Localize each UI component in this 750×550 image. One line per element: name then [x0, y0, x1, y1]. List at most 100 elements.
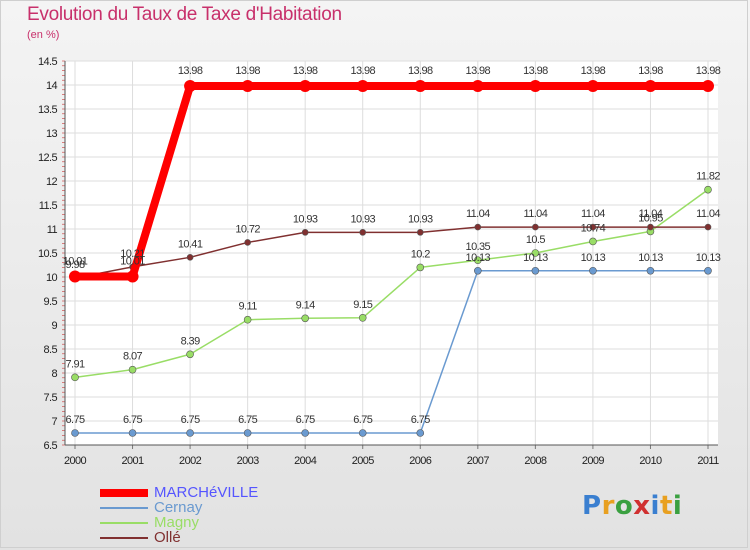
legend-item: MARCHéVILLE [100, 485, 258, 500]
series-line-3 [74, 226, 708, 279]
data-label: 10.13 [523, 252, 548, 264]
y-tick-label: 10 [46, 272, 58, 284]
data-point [644, 79, 657, 92]
data-point [186, 429, 194, 437]
x-tick-label: 2001 [122, 455, 145, 467]
y-tick-label: 7.5 [44, 392, 58, 404]
data-label: 8.39 [181, 335, 200, 347]
data-label: 13.98 [235, 65, 260, 77]
legend-item: Ollé [100, 530, 258, 545]
x-tick-label: 2009 [582, 455, 605, 467]
data-label: 11.04 [524, 208, 548, 220]
data-label: 13.98 [581, 65, 606, 77]
data-label: 13.98 [696, 65, 721, 77]
data-point [186, 254, 194, 261]
legend-swatch [100, 521, 148, 524]
data-point [301, 229, 309, 236]
data-label: 13.98 [638, 65, 663, 77]
data-point [416, 429, 425, 437]
data-label: 10.13 [696, 252, 721, 264]
data-label: 10.5 [526, 234, 545, 246]
data-point [529, 79, 542, 92]
data-point [356, 79, 369, 92]
data-point [184, 79, 197, 92]
data-point [71, 429, 79, 437]
data-label: 10.41 [178, 238, 203, 250]
y-tick-label: 9 [51, 320, 57, 332]
y-tick-label: 12.5 [38, 152, 57, 164]
data-point [474, 256, 482, 265]
data-point [531, 266, 540, 275]
data-label: 11.04 [639, 208, 663, 220]
y-tick-label: 12 [46, 176, 58, 188]
y-tick-label: 14.5 [38, 56, 57, 68]
x-tick-label: 2003 [237, 455, 260, 467]
data-label: 6.75 [123, 414, 142, 426]
data-point [241, 79, 254, 92]
legend-label: Magny [154, 514, 200, 531]
data-point [186, 350, 194, 359]
data-point [243, 315, 252, 324]
x-tick-label: 2006 [409, 455, 432, 467]
data-label: 8.07 [123, 351, 142, 363]
data-label: 10.93 [350, 213, 375, 225]
data-label: 10.2 [411, 248, 430, 260]
data-point [128, 365, 137, 374]
data-label: 7.91 [65, 358, 84, 370]
y-tick-label: 8.5 [44, 344, 58, 356]
data-point [126, 270, 139, 283]
legend-label: Cernay [154, 499, 203, 516]
y-tick-label: 11.5 [39, 200, 58, 212]
data-point [471, 79, 484, 92]
data-label: 6.75 [296, 414, 315, 426]
data-point [71, 373, 79, 382]
data-label: 10.74 [581, 222, 606, 234]
series-line-2 [74, 189, 709, 379]
data-point [589, 237, 597, 246]
data-label: 9.14 [296, 299, 315, 311]
data-label: 10.95 [638, 212, 663, 224]
series-line-0 [75, 81, 708, 281]
data-point [474, 223, 482, 231]
legend: MARCHéVILLE Cernay Magny Ollé [100, 485, 258, 545]
data-label: 6.75 [411, 414, 430, 426]
data-label: 10.13 [581, 252, 606, 264]
legend-swatch [100, 506, 148, 509]
data-label: 10.13 [466, 252, 491, 264]
data-point [646, 266, 655, 275]
chart-title: Evolution du Taux de Taxe d'Habitation [27, 4, 342, 25]
x-tick-label: 2005 [352, 455, 375, 467]
y-tick-label: 11 [47, 224, 58, 236]
legend-label: MARCHéVILLE [154, 484, 259, 501]
data-point [704, 266, 712, 275]
x-tick-label: 2002 [179, 455, 202, 467]
data-label: 13.98 [408, 65, 433, 77]
legend-swatch [100, 536, 148, 539]
x-tick-label: 2007 [467, 455, 490, 467]
data-label: 11.82 [696, 171, 720, 183]
data-point [414, 79, 427, 92]
data-label: 11.04 [581, 208, 605, 220]
data-point [416, 229, 424, 236]
series-line-1 [75, 270, 708, 434]
data-label: 10.13 [638, 252, 663, 264]
y-tick-label: 7 [51, 416, 57, 428]
data-point [358, 429, 367, 437]
data-point [531, 249, 540, 257]
y-tick-label: 13.5 [38, 104, 57, 116]
data-label: 6.75 [181, 414, 200, 426]
data-label: 10.21 [120, 248, 145, 260]
data-point [586, 79, 599, 92]
data-label: 13.98 [293, 65, 318, 77]
data-point [243, 429, 252, 437]
legend-item: Cernay [100, 500, 258, 515]
y-tick-label: 13 [46, 128, 58, 140]
data-label: 10.01 [120, 256, 145, 268]
data-label: 10.93 [408, 213, 433, 225]
data-label: 13.98 [178, 65, 203, 77]
data-label: 10.01 [63, 256, 88, 268]
y-tick-label: 10.5 [38, 248, 57, 260]
data-point [299, 79, 312, 92]
y-tick-label: 6.5 [44, 440, 58, 452]
